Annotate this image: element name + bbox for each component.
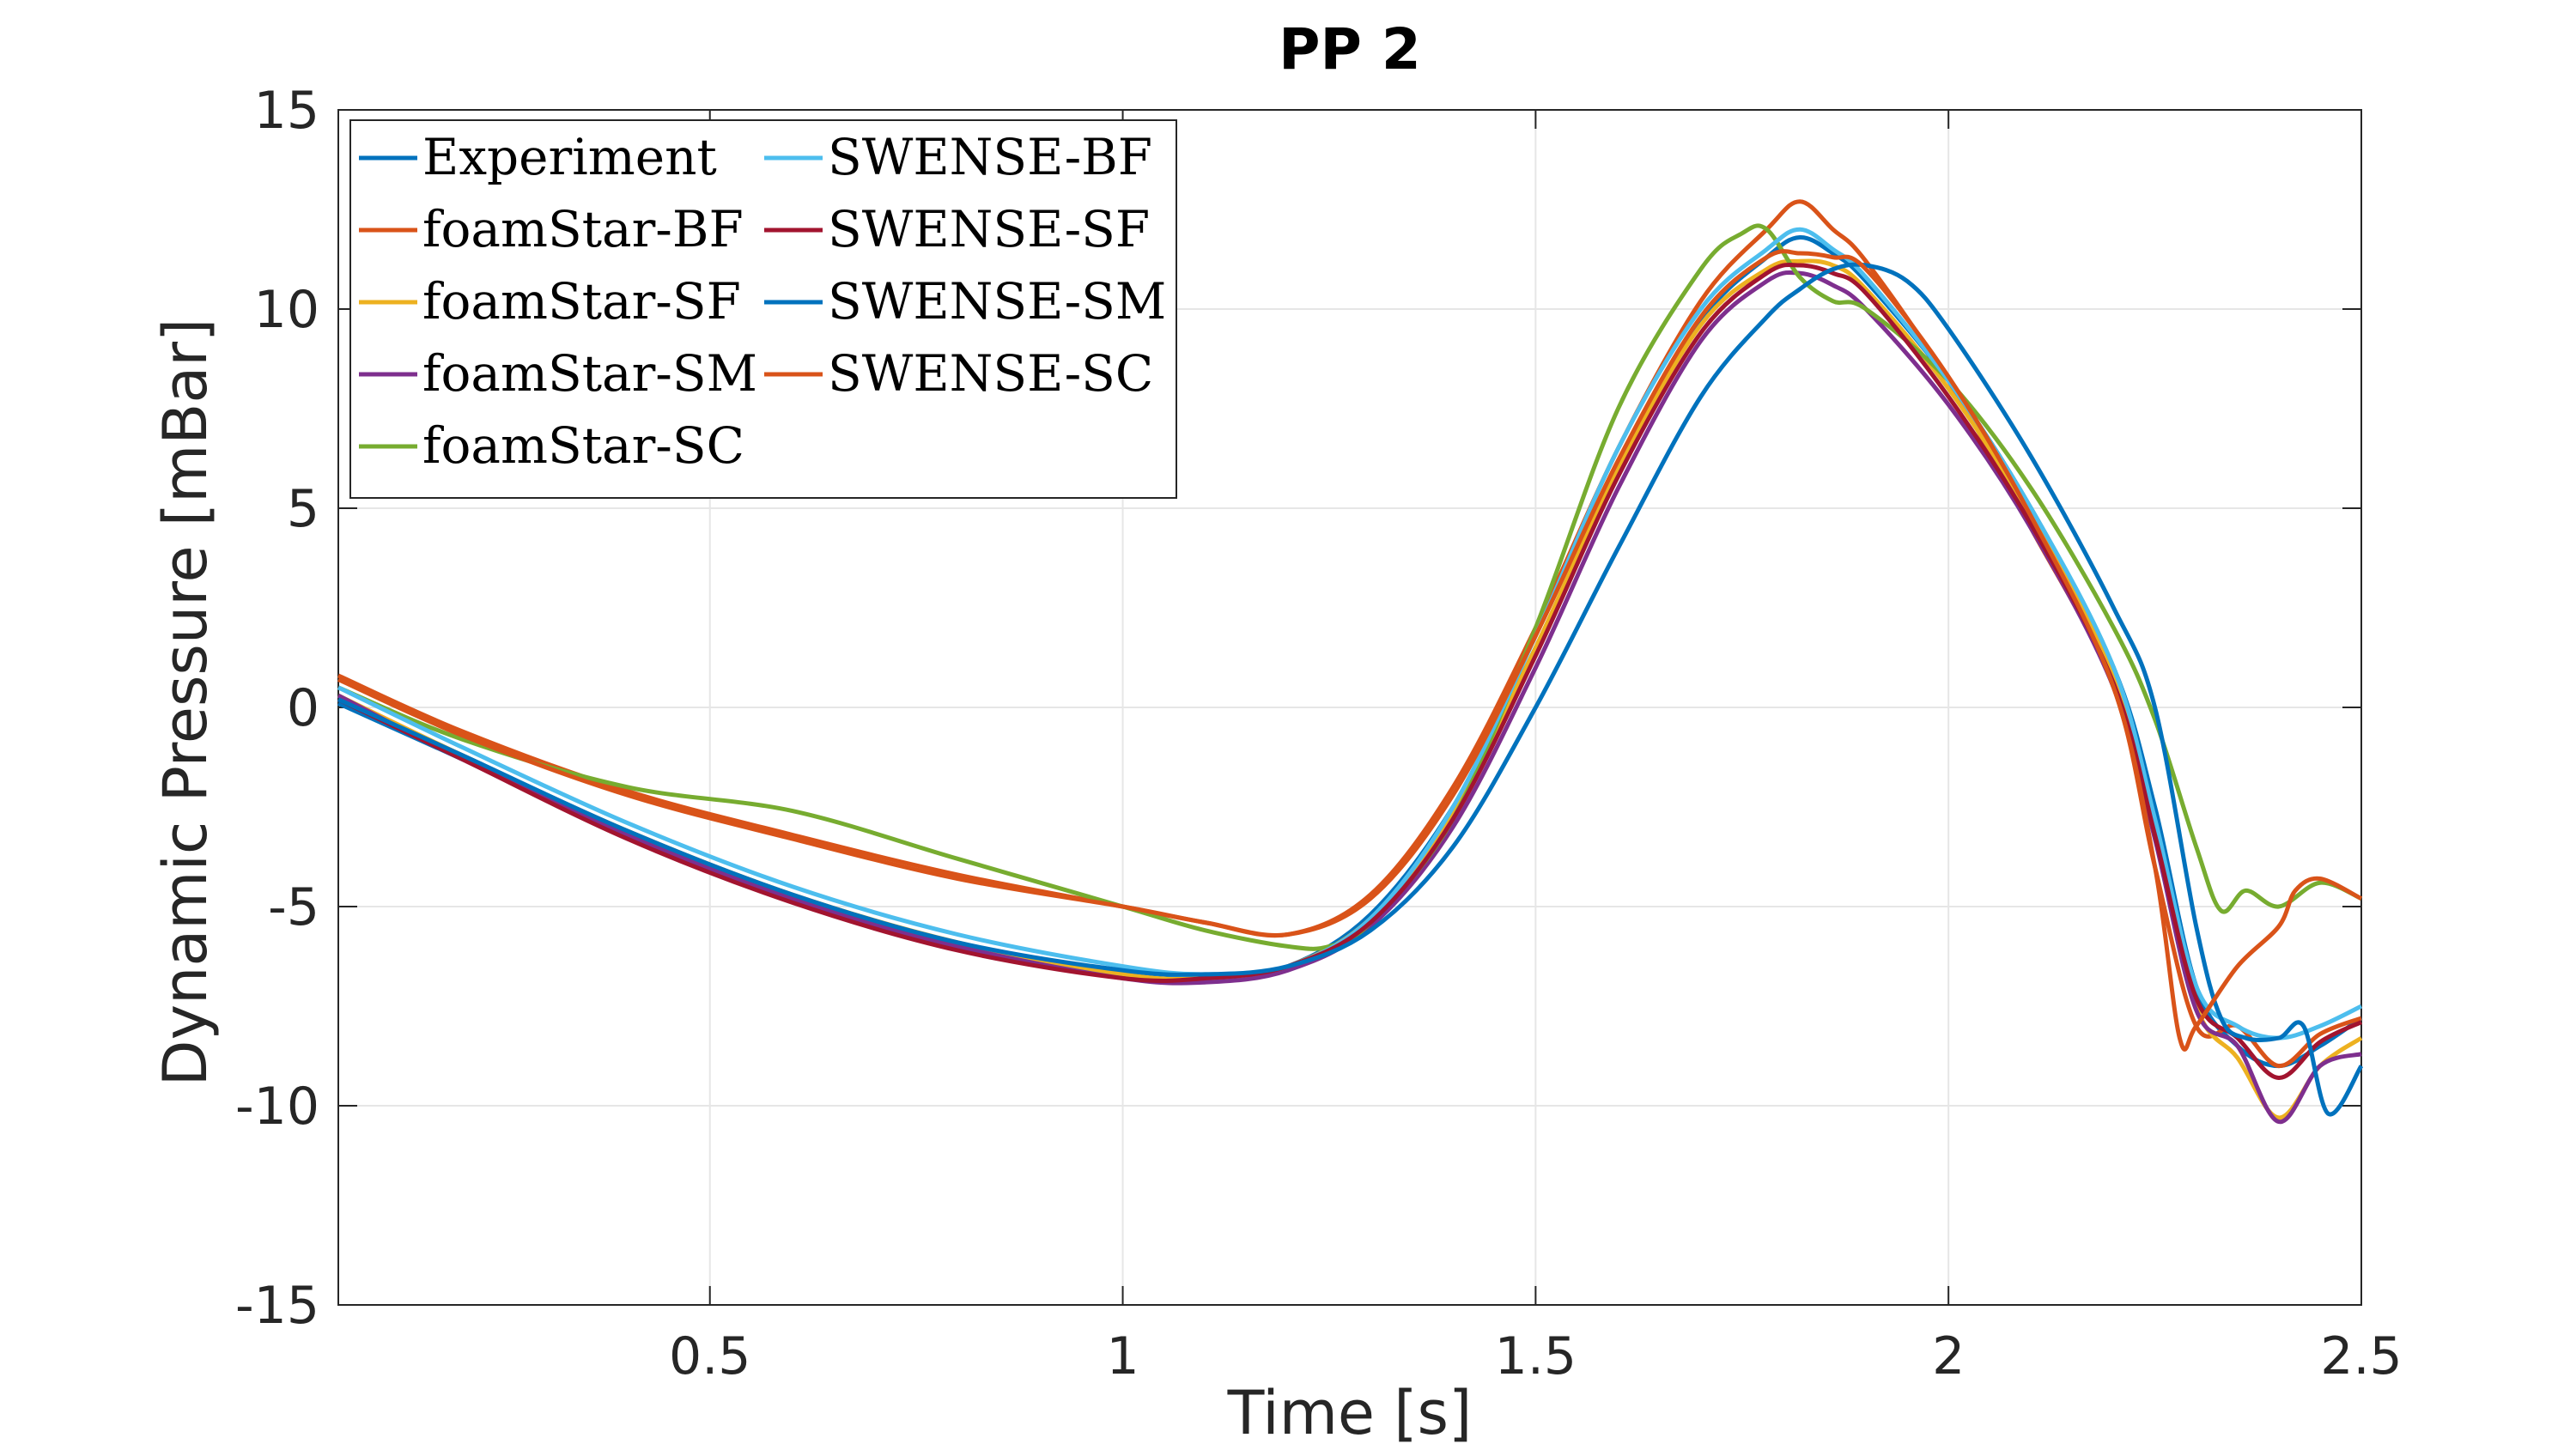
x-tick-label: 1.5 [1495, 1326, 1577, 1386]
axis-ticks: 0.5 1 1.5 2 2.5 -15 -10 -5 0 5 10 15 [235, 81, 2403, 1386]
y-axis-label: Dynamic Pressure [mBar] [150, 319, 221, 1087]
x-tick-label: 2 [1932, 1326, 1965, 1386]
legend-label-foamstar-sm: foamStar-SM [422, 344, 757, 403]
legend-box [349, 119, 1177, 499]
legend-label-experiment: Experiment [422, 128, 717, 186]
legend: Experiment foamStar-BF foamStar-SF foamStar… [349, 119, 1177, 499]
legend-label-swense-sf: SWENSE-SF [828, 200, 1150, 258]
series-line-swense-bf [337, 227, 2363, 1040]
series-line-foamstar-sc [337, 223, 2363, 951]
legend-label-foamstar-bf: foamStar-BF [422, 200, 744, 258]
legend-label-foamstar-sc: foamStar-SC [422, 416, 744, 475]
legend-label-foamstar-sf: foamStar-SF [422, 272, 741, 331]
y-tick-label: 10 [254, 280, 319, 340]
x-tick-label: 2.5 [2320, 1326, 2402, 1386]
y-tick-label: -5 [268, 877, 319, 937]
series-line-swense-sf [337, 262, 2363, 1080]
series-group [337, 199, 2364, 1125]
legend-label-swense-sc: SWENSE-SC [828, 344, 1153, 403]
x-tick-label: 0.5 [669, 1326, 750, 1386]
legend-label-swense-sm: SWENSE-SM [828, 272, 1166, 331]
y-tick-label: -10 [235, 1077, 319, 1137]
chart-title: PP 2 [1279, 16, 1421, 82]
series-line-swense-sm [337, 262, 2364, 1117]
y-tick-label: -15 [235, 1276, 319, 1336]
y-tick-label: 0 [287, 678, 319, 738]
y-tick-label: 15 [254, 81, 319, 141]
legend-label-swense-bf: SWENSE-BF [828, 128, 1152, 186]
x-axis-label: Time [s] [1227, 1378, 1473, 1448]
series-line-swense-sc [337, 249, 2363, 1052]
x-tick-label: 1 [1106, 1326, 1139, 1386]
y-tick-label: 5 [287, 479, 319, 539]
